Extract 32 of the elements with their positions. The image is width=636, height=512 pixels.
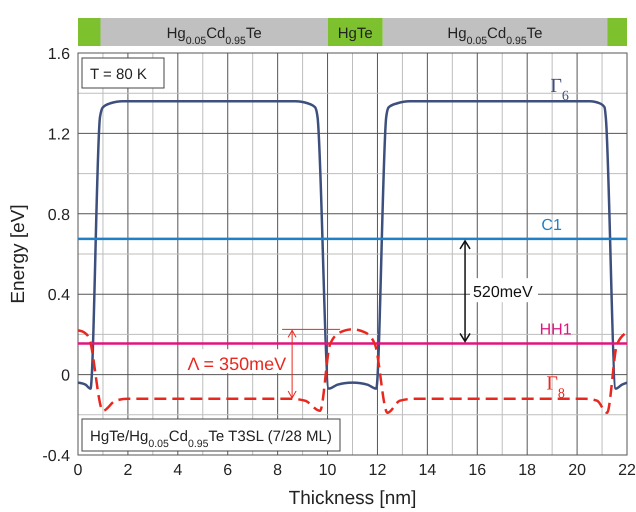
x-tick-label: 2 bbox=[123, 462, 132, 479]
x-tick-label: 22 bbox=[618, 462, 636, 479]
y-tick-label: 1.2 bbox=[48, 126, 70, 144]
x-tick-label: 18 bbox=[518, 462, 536, 479]
x-tick-label: 20 bbox=[568, 462, 586, 479]
x-tick-label: 14 bbox=[418, 462, 436, 479]
x-tick-label: 16 bbox=[468, 462, 486, 479]
y-tick-label: 0.4 bbox=[48, 287, 70, 304]
series-label: Γ$_{6}$ bbox=[550, 75, 569, 104]
series-label: Γ$_{8}$ bbox=[546, 372, 565, 402]
annotation: Λ = 350meV bbox=[188, 354, 286, 374]
text: HgTe bbox=[338, 25, 373, 42]
x-axis-title: Thickness [nm] bbox=[288, 488, 416, 509]
x-tick-label: 12 bbox=[368, 462, 386, 479]
text: Hg$_{0.05}$Cd$_{0.95}$Te bbox=[447, 25, 543, 47]
y-tick-label: 1.6 bbox=[48, 46, 70, 63]
x-tick-label: 10 bbox=[318, 462, 337, 479]
x-tick-label: 6 bbox=[223, 462, 232, 479]
annotation: T = 80 K bbox=[90, 66, 147, 83]
y-tick-label: 0.8 bbox=[48, 206, 70, 224]
series-label: HH1 bbox=[540, 321, 572, 338]
line-series bbox=[76, 100, 628, 390]
x-tick-label: 4 bbox=[173, 462, 182, 479]
y-tick-label: 0 bbox=[61, 368, 70, 385]
y-axis-title: Energy [eV] bbox=[8, 204, 29, 304]
y-tick-label: -0.4 bbox=[42, 448, 70, 465]
annotation: 520meV bbox=[473, 284, 533, 302]
series-label: C1 bbox=[541, 216, 562, 234]
annotation: HgTe/Hg$_{0.05}$Cd$_{0.95}$Te T3SL (7/28 ML) bbox=[90, 428, 332, 450]
x-tick-label: 0 bbox=[74, 462, 83, 479]
x-tick-label: 8 bbox=[273, 462, 282, 479]
text: Hg$_{0.05}$Cd$_{0.95}$Te bbox=[166, 25, 262, 47]
